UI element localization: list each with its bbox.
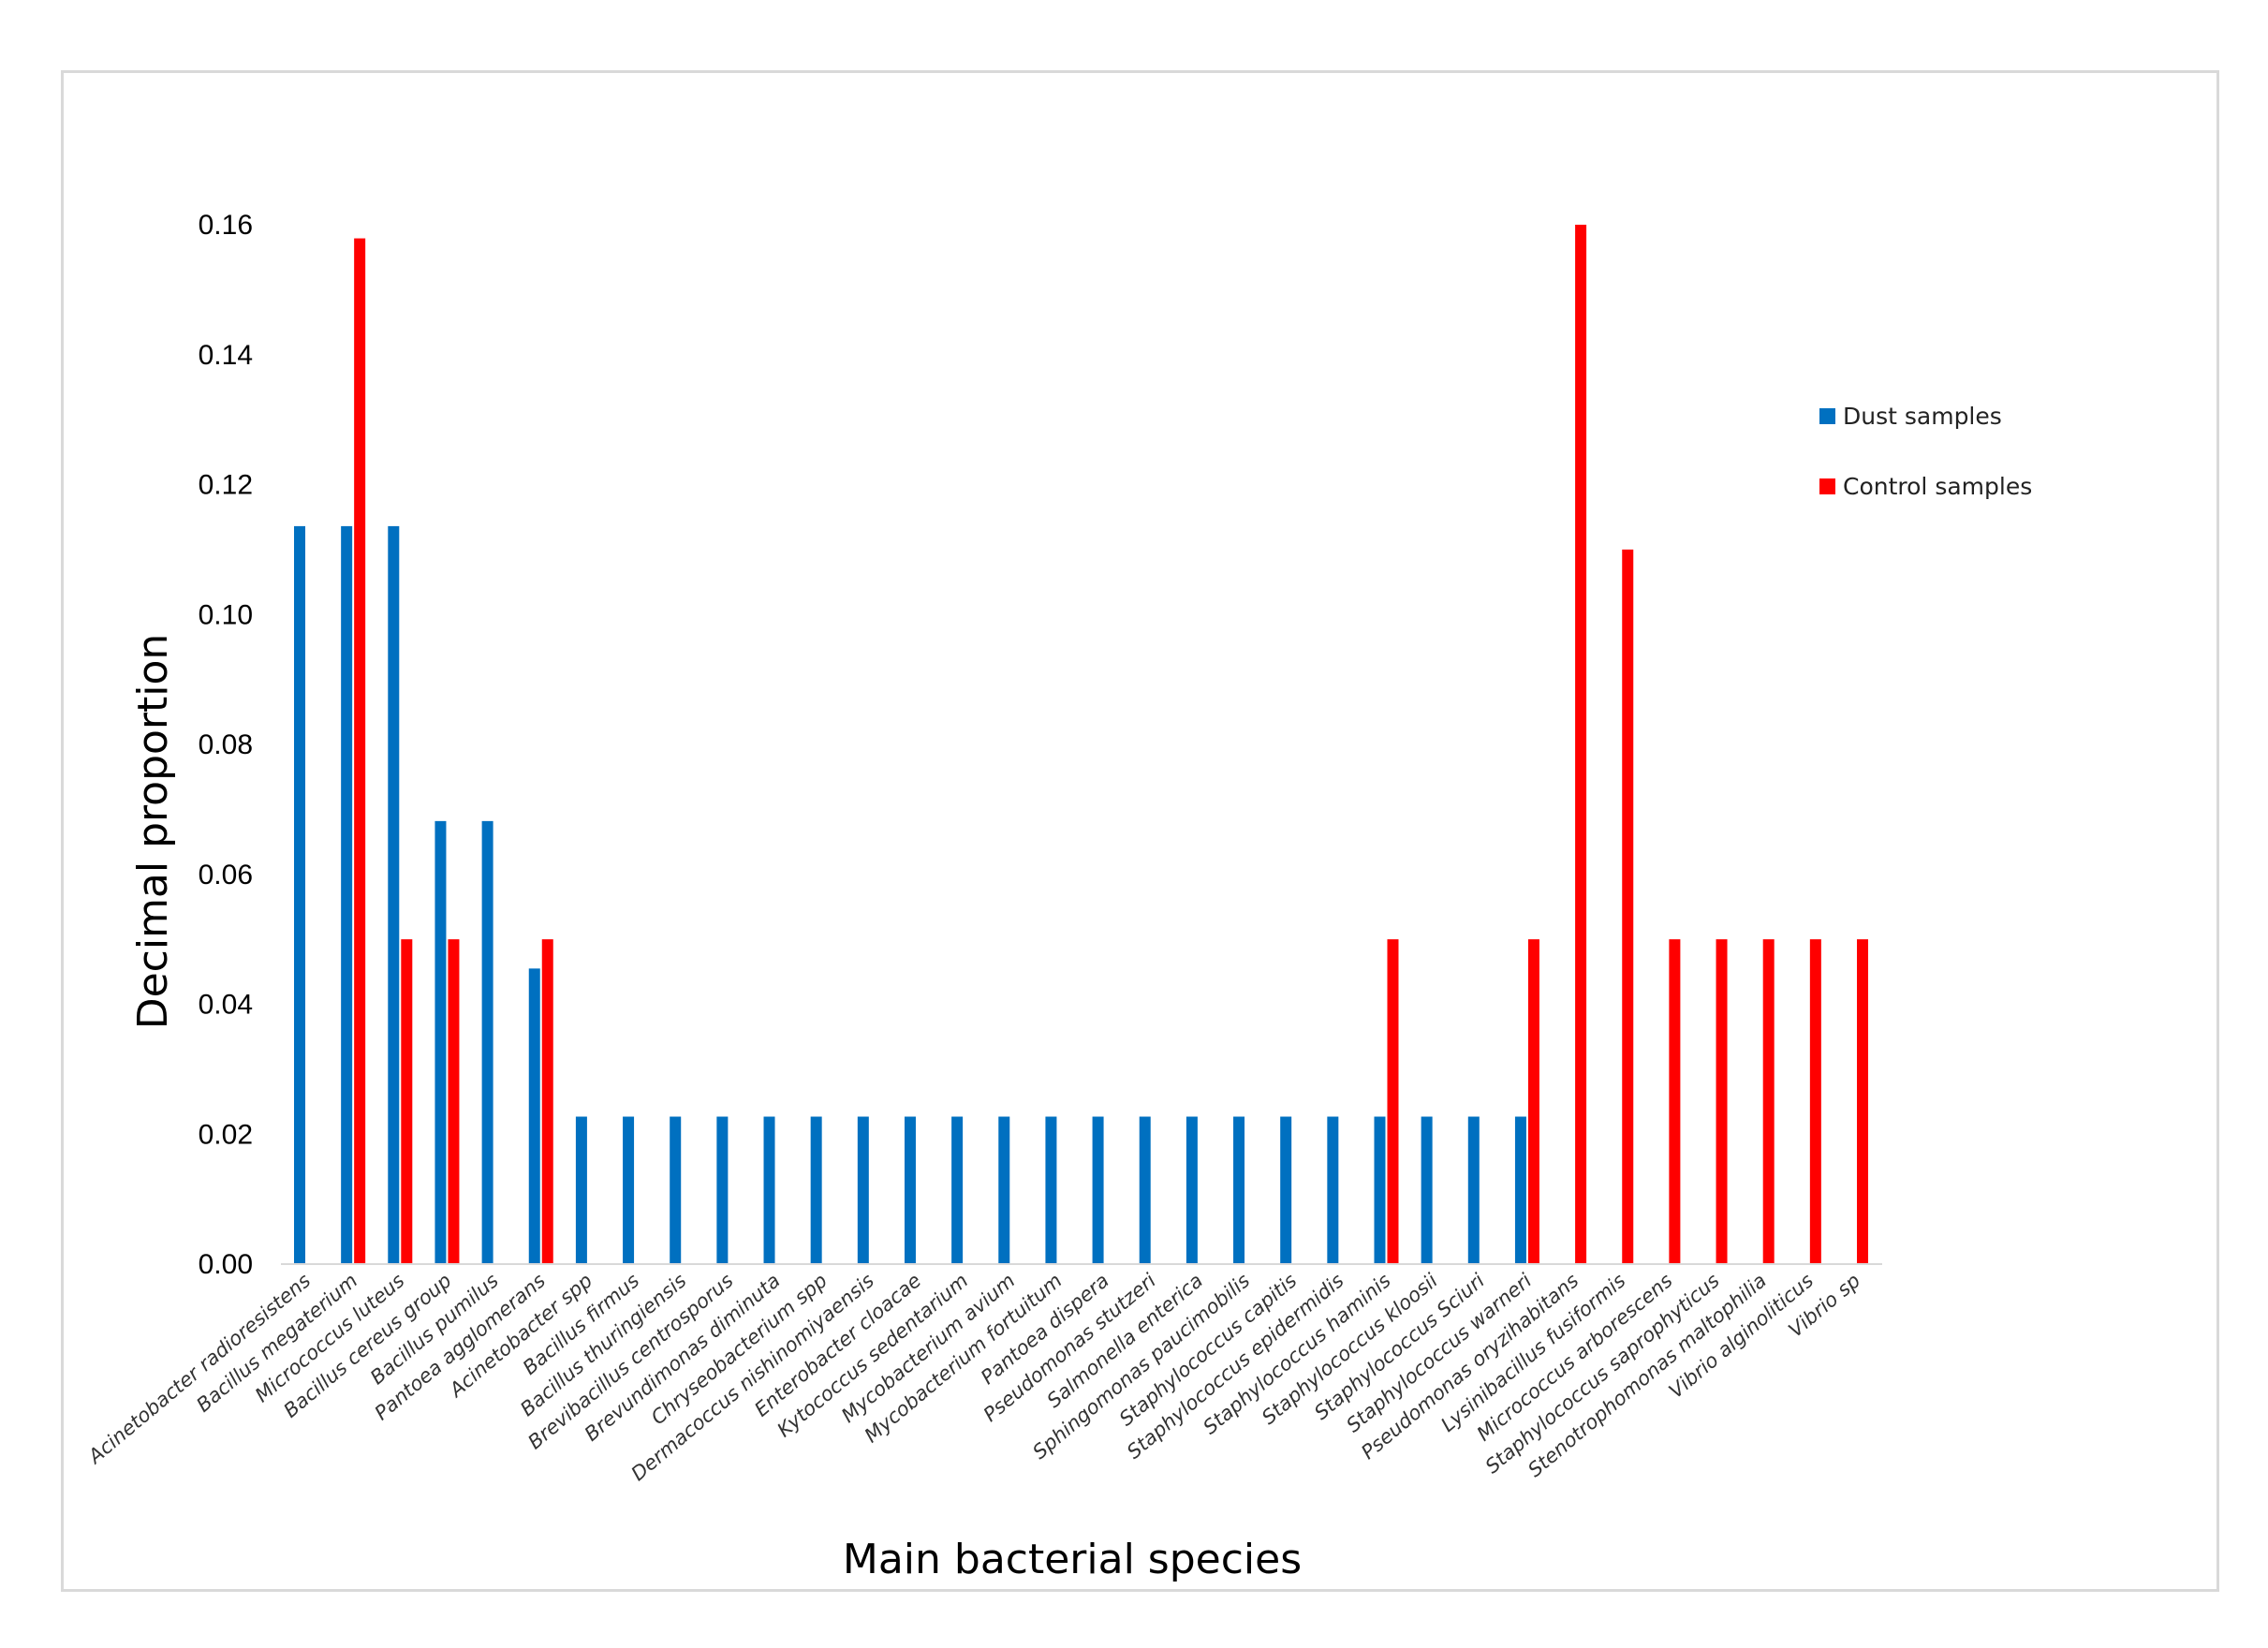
dust-bar [1467,1116,1480,1264]
dust-bar [294,525,305,1264]
dust-bar [904,1116,916,1264]
dust-bar [434,820,447,1264]
legend-swatch-dust [1819,408,1835,424]
control-bar [541,939,553,1264]
chart-frame [61,70,2219,1592]
dust-bar [623,1116,635,1264]
dust-bar [1092,1116,1104,1264]
dust-bar [670,1116,682,1264]
dust-bar [1045,1116,1057,1264]
y-tick-label: 0.06 [199,860,253,890]
dust-bar [388,525,400,1264]
control-bar [1716,939,1728,1264]
y-axis-title: Decimal proportion [129,634,177,1030]
control-bar [1387,939,1399,1264]
y-tick-label: 0.00 [199,1249,253,1280]
y-tick-label: 0.02 [199,1119,253,1150]
y-tick-label: 0.10 [199,599,253,630]
control-bar [354,238,366,1265]
dust-bar [1374,1116,1386,1264]
legend-swatch-control [1819,478,1835,494]
y-tick-labels: 0.00 0.02 0.04 0.06 0.08 0.10 0.12 0.14 0.16 [199,210,253,1280]
dust-bar [810,1116,822,1264]
y-tick-label: 0.04 [199,990,253,1021]
dust-bar [1327,1116,1339,1264]
control-bar [1527,939,1539,1264]
dust-bar [716,1116,729,1264]
dust-bar [575,1116,587,1264]
control-bar [448,939,460,1264]
y-tick-label: 0.08 [199,729,253,760]
dust-bar [1186,1116,1198,1264]
dust-bar [1280,1116,1292,1264]
control-bar [1762,939,1775,1264]
bars [294,225,1868,1265]
dust-bar [1514,1116,1526,1264]
control-bar [1622,549,1634,1264]
dust-bar [998,1116,1010,1264]
y-tick-label: 0.12 [199,470,253,501]
legend-label-control: Control samples [1843,473,2032,500]
control-bar [1857,939,1868,1264]
legend-label-dust: Dust samples [1843,403,2002,430]
dust-bar [481,820,493,1264]
control-bar [1575,225,1587,1264]
dust-bar [1421,1116,1433,1264]
control-bar [1669,939,1681,1264]
y-tick-label: 0.14 [199,340,253,371]
dust-bar [951,1116,964,1264]
dust-bar [341,525,353,1264]
x-axis-title: Main bacterial species [843,1536,1302,1583]
dust-bar [1233,1116,1245,1264]
y-tick-label: 0.16 [199,210,253,241]
control-bar [401,939,413,1264]
dust-bar [857,1116,869,1264]
dust-bar [528,968,540,1264]
dust-bar [1139,1116,1151,1264]
legend: Dust samples Control samples [1819,403,2032,500]
control-bar [1809,939,1821,1264]
dust-bar [763,1116,775,1264]
